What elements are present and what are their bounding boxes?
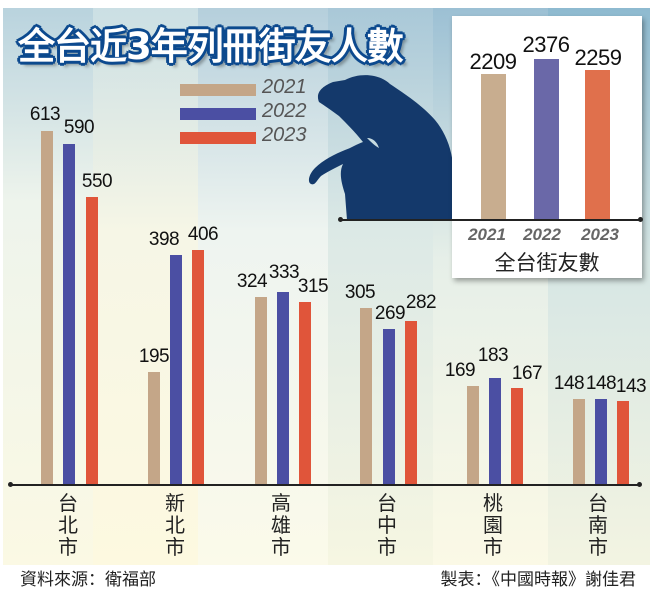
bar-kaohsiung-2023: [299, 302, 311, 484]
legend-label-2021: 2021: [262, 76, 307, 98]
inset-bar-2021: [481, 74, 506, 219]
inset-bar-2023: [585, 70, 610, 219]
value-taoyuan-2022: 183: [477, 345, 509, 366]
value-taoyuan-2023: 167: [511, 363, 543, 384]
inset-year-2022: 2022: [523, 225, 561, 244]
value-newtaipei-2022: 398: [148, 229, 180, 250]
category-label-taichung: 台中市: [377, 491, 397, 559]
bar-tainan-2022: [595, 399, 607, 484]
bar-tainan-2023: [617, 401, 629, 484]
bar-taoyuan-2021: [467, 386, 479, 484]
value-kaohsiung-2023: 315: [297, 276, 329, 297]
bar-newtaipei-2021: [148, 372, 160, 484]
value-taichung-2023: 282: [405, 292, 437, 313]
bar-taipei-2021: [41, 131, 53, 484]
value-taipei-2021: 613: [29, 104, 61, 125]
bar-taipei-2023: [86, 197, 98, 484]
legend-swatch-2021: [180, 84, 256, 96]
value-kaohsiung-2021: 324: [236, 271, 268, 292]
source-note: 資料來源：衛福部: [20, 570, 156, 590]
category-label-tainan: 台南市: [588, 491, 608, 559]
legend-swatch-2022: [180, 108, 256, 120]
inset-axis-dot: [338, 217, 343, 222]
category-label-newtaipei: 新北市: [165, 491, 185, 559]
value-taipei-2022: 590: [63, 117, 95, 138]
bar-kaohsiung-2022: [277, 292, 289, 484]
legend-label-2023: 2023: [262, 124, 307, 146]
category-label-taipei: 台北市: [58, 491, 78, 559]
bar-taichung-2023: [405, 321, 417, 484]
bar-newtaipei-2022: [170, 255, 182, 484]
bar-tainan-2021: [573, 399, 585, 484]
bar-kaohsiung-2021: [255, 297, 267, 484]
value-tainan-2021: 148: [553, 373, 585, 394]
inset-value-2022: 2376: [522, 32, 570, 57]
credit-note: 製表：《中國時報》謝佳君: [440, 570, 637, 590]
value-tainan-2022: 148: [585, 373, 617, 394]
bar-taichung-2021: [360, 308, 372, 484]
chart-title: 全台近3年列冊街友人數: [18, 25, 404, 68]
legend-item-2023: 2023: [180, 124, 307, 146]
inset-axis: [340, 219, 642, 221]
value-taoyuan-2021: 169: [444, 360, 476, 381]
category-label-taoyuan: 桃園市: [483, 491, 503, 559]
bar-newtaipei-2023: [192, 250, 204, 484]
inset-value-2021: 2209: [469, 49, 517, 74]
value-kaohsiung-2022: 333: [268, 262, 300, 283]
legend-swatch-2023: [180, 132, 256, 144]
inset-caption: 全台街友數: [494, 251, 600, 275]
legend-label-2022: 2022: [262, 100, 307, 122]
inset-year-2021: 2021: [468, 225, 506, 244]
bar-taipei-2022: [63, 144, 75, 484]
value-taichung-2022: 269: [374, 303, 406, 324]
legend-item-2021: 2021: [180, 76, 307, 98]
axis-dot: [8, 482, 13, 487]
category-label-kaohsiung: 高雄市: [271, 491, 291, 559]
value-newtaipei-2023: 406: [187, 224, 219, 245]
inset-axis-dot: [638, 217, 643, 222]
bar-taichung-2022: [383, 329, 395, 484]
legend-item-2022: 2022: [180, 100, 307, 122]
bar-taoyuan-2023: [511, 388, 523, 484]
distressed-person-silhouette-icon: [308, 75, 455, 220]
value-taipei-2023: 550: [81, 171, 113, 192]
value-newtaipei-2021: 195: [138, 346, 170, 367]
value-taichung-2021: 305: [344, 282, 376, 303]
inset-year-2023: 2023: [581, 225, 619, 244]
inset-value-2023: 2259: [574, 45, 622, 70]
bar-taoyuan-2022: [489, 378, 501, 484]
inset-bar-2022: [534, 59, 559, 219]
axis-dot: [637, 482, 642, 487]
x-axis: [10, 484, 640, 486]
value-tainan-2023: 143: [615, 376, 647, 397]
